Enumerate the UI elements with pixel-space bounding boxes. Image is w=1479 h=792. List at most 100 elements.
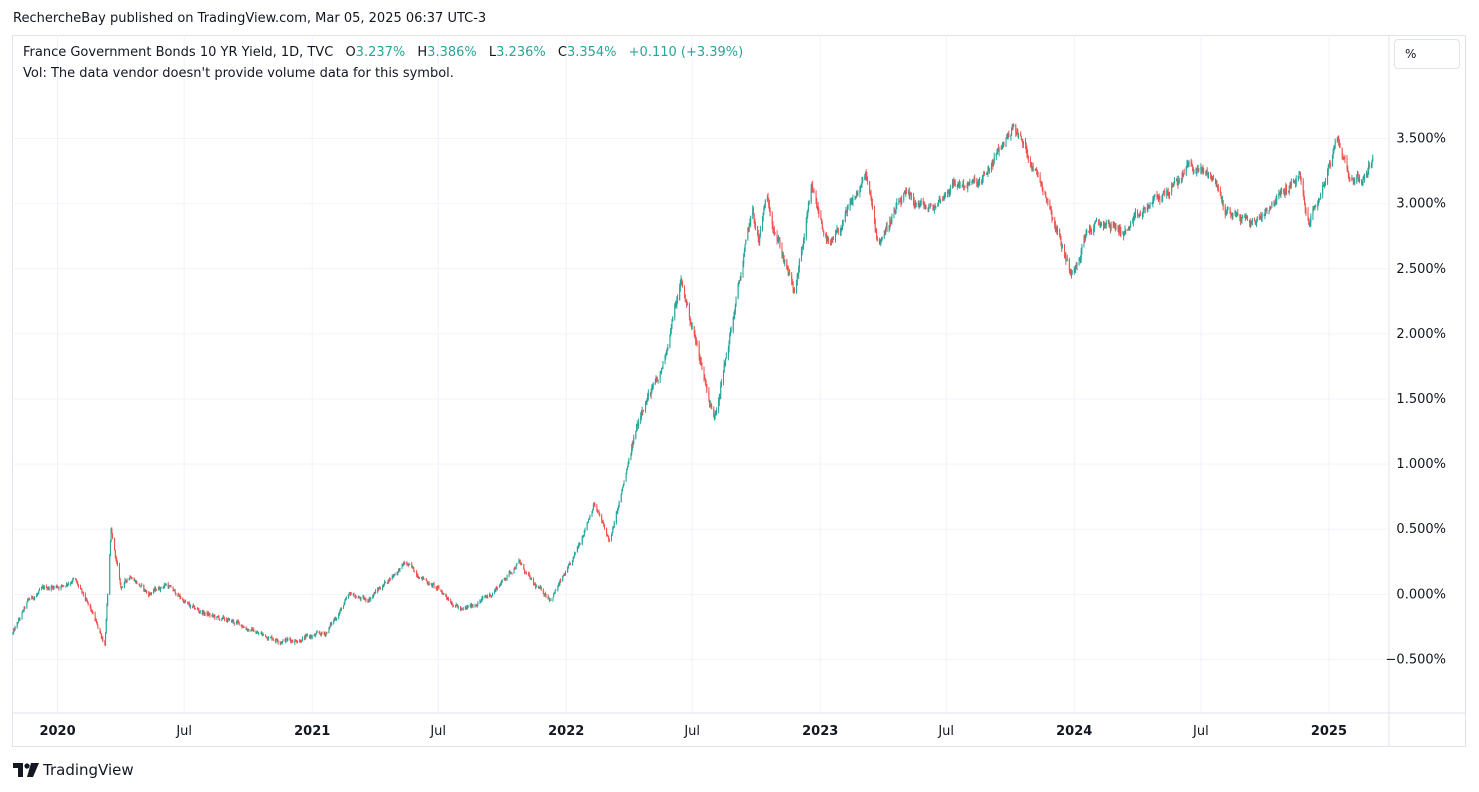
- candle-body: [1089, 227, 1091, 232]
- candle-body: [935, 206, 937, 208]
- candle-body: [1105, 221, 1107, 227]
- candle-body: [928, 206, 930, 208]
- candle-body: [324, 634, 326, 636]
- candle-body: [569, 563, 571, 565]
- candle-body: [121, 587, 123, 588]
- candle-body: [101, 637, 103, 639]
- candle-body: [543, 593, 545, 595]
- candle-body: [1064, 255, 1066, 257]
- candle-body: [1073, 268, 1075, 271]
- candle-body: [783, 258, 785, 263]
- candle-body: [1352, 178, 1354, 181]
- candle-body: [612, 527, 614, 533]
- candle-body: [922, 200, 924, 203]
- candle-body: [642, 410, 644, 412]
- candle-body: [1337, 136, 1339, 140]
- candle-body: [777, 239, 779, 242]
- candle-body: [188, 602, 190, 605]
- candle-body: [29, 599, 31, 601]
- candle-body: [207, 613, 209, 615]
- candle-body: [1347, 172, 1349, 177]
- candle-body: [656, 379, 658, 381]
- candle-body: [537, 586, 539, 589]
- candle-body: [681, 280, 683, 282]
- candle-body: [1159, 199, 1161, 201]
- candle-body: [306, 634, 308, 636]
- candle-body: [822, 228, 824, 231]
- candle-body: [55, 585, 57, 588]
- candle-body: [431, 583, 433, 586]
- candle-body: [737, 284, 739, 299]
- candle-body: [1290, 183, 1292, 185]
- candle-body: [163, 586, 165, 588]
- candle-body: [275, 639, 277, 642]
- candle-body: [1139, 214, 1141, 216]
- candle-body: [815, 192, 817, 202]
- candle-body: [1348, 176, 1350, 179]
- candle-body: [1219, 189, 1221, 195]
- candle-body: [1151, 202, 1153, 204]
- candle-body: [494, 589, 496, 592]
- candle-body: [962, 183, 964, 187]
- candle-body: [884, 234, 886, 236]
- candle-body: [231, 620, 233, 622]
- candle-body: [1342, 155, 1344, 159]
- candle-body: [1323, 183, 1325, 186]
- candle-body: [1208, 172, 1210, 175]
- candle-body: [1260, 216, 1262, 219]
- candle-body: [603, 523, 605, 526]
- candle-body: [626, 467, 628, 470]
- tradingview-logo[interactable]: TradingView: [13, 761, 134, 779]
- candle-body: [588, 519, 590, 522]
- candle-body: [391, 575, 393, 580]
- candle-body: [606, 534, 608, 536]
- candle-body: [909, 194, 911, 197]
- candle-body: [993, 161, 995, 166]
- candle-body: [343, 605, 345, 610]
- candle-body: [523, 564, 525, 570]
- candle-body: [1076, 264, 1078, 267]
- candle-body: [964, 185, 966, 187]
- candle-body: [27, 598, 29, 600]
- unit-button[interactable]: %: [1394, 39, 1460, 69]
- candle-body: [555, 589, 557, 591]
- candle-body: [1011, 125, 1013, 129]
- candle-body: [1162, 191, 1164, 195]
- candle-body: [1070, 273, 1072, 275]
- candle-body: [1370, 164, 1372, 167]
- candle-body: [315, 634, 317, 636]
- candle-body: [372, 595, 374, 599]
- candle-body: [739, 280, 741, 282]
- candle-body: [1114, 225, 1116, 228]
- candle-body: [801, 246, 803, 252]
- candle-body: [1358, 178, 1360, 180]
- candle-body: [768, 198, 770, 205]
- candle-body: [836, 229, 838, 233]
- candle-body: [1346, 158, 1348, 167]
- candle-body: [1206, 169, 1208, 174]
- candle-body: [464, 607, 466, 609]
- candle-body: [974, 178, 976, 181]
- candle-body: [1015, 125, 1017, 133]
- candle-body: [942, 198, 944, 201]
- candle-body: [480, 599, 482, 602]
- candle-body: [486, 596, 488, 598]
- candle-body: [633, 437, 635, 444]
- candle-body: [286, 638, 288, 641]
- candle-body: [182, 598, 184, 600]
- candle-body: [1371, 160, 1373, 165]
- candle-body: [864, 172, 866, 177]
- candle-body: [947, 192, 949, 193]
- candle-body: [821, 219, 823, 224]
- candle-body: [227, 619, 229, 621]
- candle-body: [1324, 181, 1326, 183]
- candle-body: [812, 185, 814, 192]
- candle-body: [937, 202, 939, 207]
- candle-body: [185, 601, 187, 603]
- candle-body: [554, 590, 556, 593]
- candle-body: [533, 578, 535, 584]
- candle-body: [432, 584, 434, 586]
- candle-body: [242, 627, 244, 629]
- candle-body: [45, 586, 47, 588]
